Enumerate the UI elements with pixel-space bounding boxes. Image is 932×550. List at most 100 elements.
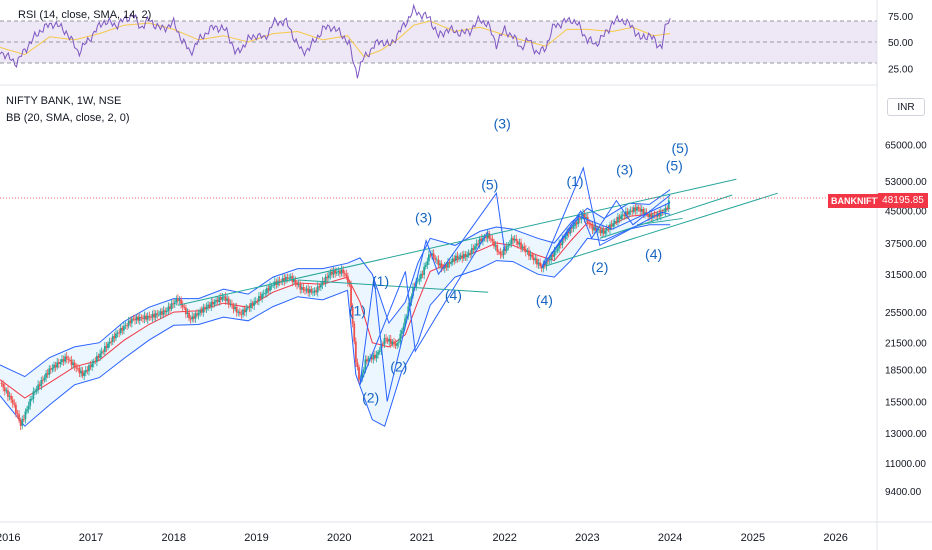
- candle-body: [509, 244, 511, 245]
- candle-body: [531, 254, 534, 258]
- candle-body: [350, 284, 352, 307]
- candle-body: [84, 370, 87, 373]
- candle-body: [650, 214, 653, 219]
- candle-body: [666, 207, 669, 209]
- candle-body: [421, 273, 424, 275]
- time-tick-label: 2020: [327, 532, 351, 544]
- candle-body: [97, 355, 100, 358]
- candle-body: [400, 330, 403, 334]
- candle-body: [292, 279, 295, 282]
- candle-body: [199, 310, 202, 314]
- candle-body: [462, 254, 465, 259]
- candle-body: [53, 364, 55, 369]
- candle-body: [81, 370, 84, 376]
- candle-body: [41, 379, 44, 381]
- candle-body: [304, 290, 306, 291]
- candle-body: [218, 297, 221, 303]
- candle-body: [445, 265, 448, 268]
- candle-body: [472, 248, 475, 250]
- candle-body: [138, 317, 141, 321]
- candle-body: [32, 391, 35, 399]
- candle-body: [57, 362, 60, 364]
- candle-body: [617, 216, 619, 223]
- candle-body: [26, 409, 28, 412]
- currency-button[interactable]: INR: [887, 98, 925, 116]
- candle-body: [629, 210, 632, 212]
- symbol-label[interactable]: NIFTY BANK, 1W, NSE: [6, 95, 122, 107]
- candle-body: [626, 211, 629, 215]
- candle-body: [399, 333, 402, 343]
- candle-body: [658, 213, 661, 217]
- candle-body: [618, 216, 621, 219]
- rsi-pane: [0, 3, 877, 79]
- elliott-wave-line: [541, 166, 671, 268]
- candle-body: [364, 359, 367, 370]
- elliott-wave-label: (4): [645, 246, 662, 262]
- bollinger-indicator-label[interactable]: BB (20, SMA, close, 2, 0): [6, 112, 130, 124]
- candle-body: [258, 296, 260, 302]
- candle-body: [340, 269, 343, 274]
- candle-body: [270, 285, 273, 287]
- candle-body: [96, 355, 98, 362]
- candle-body: [378, 350, 381, 352]
- candle-body: [543, 264, 546, 267]
- candle-body: [91, 363, 94, 368]
- time-tick-label: 2018: [162, 532, 186, 544]
- candle-body: [539, 262, 541, 266]
- time-tick-label: 2017: [79, 532, 103, 544]
- candle-body: [397, 342, 400, 344]
- candle-body: [13, 403, 16, 405]
- candle-body: [555, 250, 557, 252]
- candle-body: [237, 311, 240, 313]
- candle-body: [501, 254, 503, 256]
- candle-body: [123, 326, 125, 331]
- candle-body: [507, 244, 510, 246]
- candle-body: [180, 299, 182, 305]
- candle-body: [415, 280, 418, 287]
- candle-body: [426, 261, 429, 266]
- candle-body: [251, 302, 254, 306]
- candle-body: [232, 304, 235, 310]
- elliott-wave-line: [359, 231, 489, 385]
- candle-body: [35, 389, 38, 392]
- candle-body: [165, 310, 168, 313]
- candle-body: [64, 356, 67, 362]
- candle-body: [602, 229, 605, 234]
- candle-body: [175, 298, 178, 303]
- candle-body: [286, 277, 289, 279]
- candle-body: [110, 341, 113, 343]
- bollinger-upper-line: [0, 189, 671, 378]
- candle-body: [437, 259, 440, 266]
- candle-body: [564, 236, 567, 239]
- candle-body: [342, 269, 345, 273]
- candle-body: [281, 278, 284, 282]
- candle-body: [432, 253, 435, 258]
- candle-body: [424, 265, 427, 267]
- candle-body: [561, 238, 564, 246]
- candle-body: [21, 418, 24, 426]
- candle-body: [248, 307, 251, 309]
- candle-body: [631, 210, 634, 213]
- elliott-wave-label: (2): [390, 359, 407, 375]
- candle-body: [585, 217, 588, 219]
- candle-body: [537, 262, 540, 265]
- candle-body: [272, 285, 275, 287]
- candle-body: [300, 287, 303, 290]
- candle-body: [256, 300, 259, 302]
- candle-body: [10, 395, 13, 400]
- candle-body: [229, 303, 232, 305]
- rsi-indicator-label[interactable]: RSI (14, close, SMA, 14, 2): [18, 9, 152, 21]
- candle-body: [547, 260, 549, 262]
- candle-body: [2, 383, 5, 388]
- candle-body: [339, 270, 341, 274]
- rsi-tick-label: 25.00: [888, 64, 913, 75]
- candle-body: [528, 250, 530, 257]
- candle-body: [78, 368, 81, 374]
- candle-body: [647, 214, 650, 217]
- time-tick-label: 2021: [410, 532, 434, 544]
- rsi-tick-label: 50.00: [888, 38, 913, 49]
- candle-body: [297, 284, 300, 286]
- candle-body: [49, 368, 52, 370]
- candle-body: [196, 313, 198, 316]
